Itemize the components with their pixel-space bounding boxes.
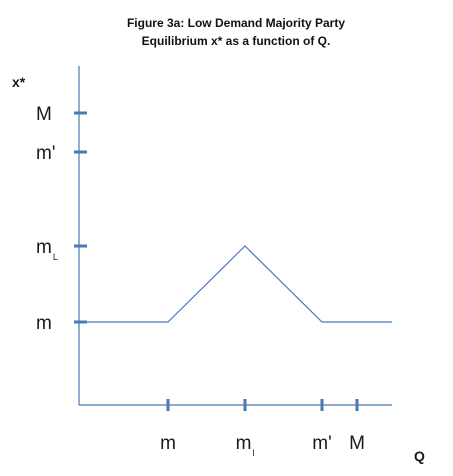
x-tick-label-base: m <box>160 433 176 454</box>
x-tick-label: m <box>160 433 176 454</box>
x-tick-label: m' <box>312 433 331 454</box>
chart-title-line-2: Equilibrium x* as a function of Q. <box>142 34 331 48</box>
y-tick-label: M <box>36 104 52 125</box>
x-tick-label-base: m <box>236 433 252 454</box>
y-axis-label: x* <box>12 74 26 90</box>
x-tick-label-base: M <box>349 433 365 454</box>
y-tick-label: m <box>36 313 52 334</box>
x-axis-label: Q <box>414 448 425 464</box>
y-tick-label-base: m' <box>36 143 55 164</box>
y-tick-label-base: m <box>36 313 52 334</box>
y-tick-label: m' <box>36 143 55 164</box>
x-tick-label: M <box>349 433 365 454</box>
x-tick-label-base: m' <box>312 433 331 454</box>
y-tick-label-base: m <box>36 237 52 258</box>
x-ticks: m ml m' M <box>160 399 365 458</box>
y-tick-label: mL <box>36 237 58 262</box>
x-tick-label-subscript: l <box>252 448 254 458</box>
y-tick-label-subscript: L <box>53 252 58 262</box>
y-tick-label-base: M <box>36 104 52 125</box>
series-line <box>79 245 392 323</box>
x-tick-label: ml <box>236 433 255 458</box>
chart-title-line-1: Figure 3a: Low Demand Majority Party <box>127 16 345 30</box>
